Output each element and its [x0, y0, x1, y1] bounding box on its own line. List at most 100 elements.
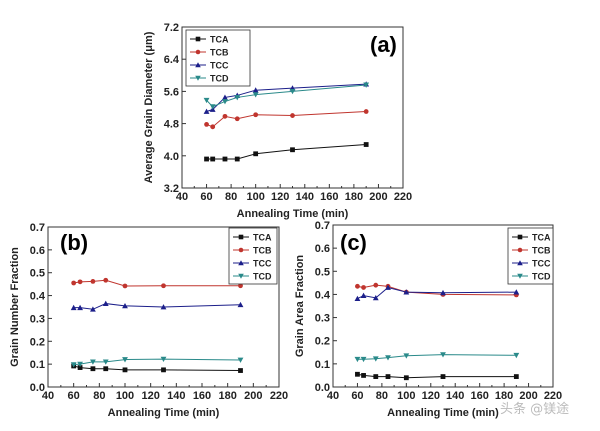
marker-square [77, 365, 83, 370]
x-axis-label: Annealing Time (min) [387, 407, 499, 419]
x-tick-label: 140 [446, 390, 464, 402]
marker-triangle-up [222, 94, 228, 100]
marker-square [253, 151, 259, 157]
series-tcb [204, 109, 369, 130]
marker-circle [103, 277, 109, 283]
marker-triangle-up [360, 292, 367, 298]
legend-label: TCD [210, 74, 229, 84]
marker-triangle-down [252, 92, 259, 98]
marker-triangle-down [195, 75, 201, 81]
marker-triangle-down [237, 357, 244, 363]
marker-triangle-down [440, 352, 446, 358]
marker-square [355, 371, 360, 377]
legend-label: TCD [253, 272, 272, 282]
y-tick-label: 0.2 [315, 336, 330, 348]
marker-triangle-down [102, 359, 109, 365]
legend-item-tca: TCA [512, 233, 551, 243]
marker-triangle-up [160, 304, 167, 310]
marker-triangle-up [195, 62, 201, 68]
marker-triangle-down [363, 82, 370, 88]
marker-triangle-up [385, 284, 391, 290]
x-tick-label: 40 [327, 390, 339, 402]
legend-item-tcb: TCB [512, 246, 551, 256]
marker-triangle-up [517, 260, 523, 266]
marker-square [440, 374, 446, 379]
panel-label: (c) [340, 230, 367, 255]
y-tick-label: 7.2 [164, 22, 179, 34]
marker-circle [195, 49, 201, 55]
marker-square [403, 375, 409, 381]
x-tick-label: 220 [544, 390, 562, 402]
series-line [73, 358, 241, 366]
marker-circle [122, 283, 128, 289]
x-tick-label: 100 [246, 191, 264, 203]
legend-label: TCA [210, 35, 229, 45]
marker-square [361, 373, 366, 378]
marker-triangle-down [90, 359, 96, 365]
x-tick-label: 120 [141, 390, 159, 402]
marker-triangle-down [160, 356, 167, 363]
legend: TCA TCB TCC TCD [507, 227, 554, 285]
chart-panel-c: 40 60 80 100 120 140 160 180 200 220 0.0 0.1 0.2 0.3 0… [294, 220, 562, 419]
legend-label: TCC [253, 259, 272, 269]
y-tick-label: 0.7 [315, 220, 330, 232]
y-tick-label: 0.4 [30, 291, 46, 303]
legend-label: TCB [210, 48, 229, 58]
chart-panel-b: 40 60 80 100 120 140 160 180 200 220 0.0 0.1 0.2 0.3 0… [9, 222, 288, 419]
x-tick-label: 120 [271, 191, 289, 203]
legend-item-tcd: TCD [512, 272, 551, 282]
marker-square [517, 234, 523, 240]
series-line [73, 365, 241, 372]
series-tcd [70, 356, 244, 368]
series-tcb [71, 277, 243, 289]
legend-item-tcc: TCC [233, 259, 272, 269]
marker-triangle-up [122, 302, 128, 309]
marker-triangle-up [372, 295, 379, 301]
marker-triangle-up [237, 301, 244, 308]
y-tick-label: 3.2 [164, 183, 179, 195]
marker-triangle-up [90, 306, 96, 312]
marker-square [373, 374, 379, 379]
marker-square [238, 234, 244, 240]
marker-triangle-up [252, 87, 259, 93]
y-tick-label: 0.7 [30, 222, 45, 234]
marker-circle [161, 283, 166, 289]
marker-triangle-down [209, 104, 216, 110]
marker-circle [517, 247, 523, 253]
marker-triangle-down [354, 356, 361, 363]
marker-square [290, 147, 295, 153]
marker-circle [363, 109, 369, 114]
series-line [206, 144, 367, 160]
legend: TCA TCB TCC TCD [185, 29, 251, 87]
marker-square [363, 142, 369, 147]
x-tick-label: 60 [68, 390, 80, 402]
marker-circle [204, 122, 209, 127]
y-tick-label: 0.6 [315, 243, 330, 255]
series-tca [204, 142, 369, 162]
y-tick-label: 0.3 [30, 313, 45, 325]
legend-item-tcc: TCC [512, 259, 551, 269]
marker-circle [253, 112, 259, 118]
series-tca [355, 371, 519, 381]
x-tick-label: 180 [495, 390, 513, 402]
marker-circle [238, 247, 244, 253]
marker-square [210, 156, 216, 162]
y-tick-label: 0.1 [30, 359, 45, 371]
x-tick-label: 100 [397, 390, 415, 402]
marker-triangle-up [102, 300, 109, 306]
marker-triangle-down [222, 99, 228, 105]
marker-triangle-down [122, 357, 128, 363]
series-line [206, 83, 367, 113]
legend-item-tcb: TCB [190, 48, 229, 58]
x-tick-label: 200 [519, 390, 537, 402]
x-tick-label: 80 [225, 191, 237, 203]
panel-label: (b) [60, 230, 88, 255]
marker-circle [71, 280, 77, 286]
x-tick-label: 40 [176, 191, 188, 203]
marker-square [90, 366, 96, 372]
series-line [73, 303, 241, 310]
x-tick-label: 180 [218, 390, 236, 402]
marker-square [122, 367, 128, 373]
chart-panel-a: 40 60 80 100 120 140 160 180 200 220 3.2 4.0 4.8 5.6 6… [143, 22, 412, 220]
marker-triangle-up [403, 289, 410, 295]
